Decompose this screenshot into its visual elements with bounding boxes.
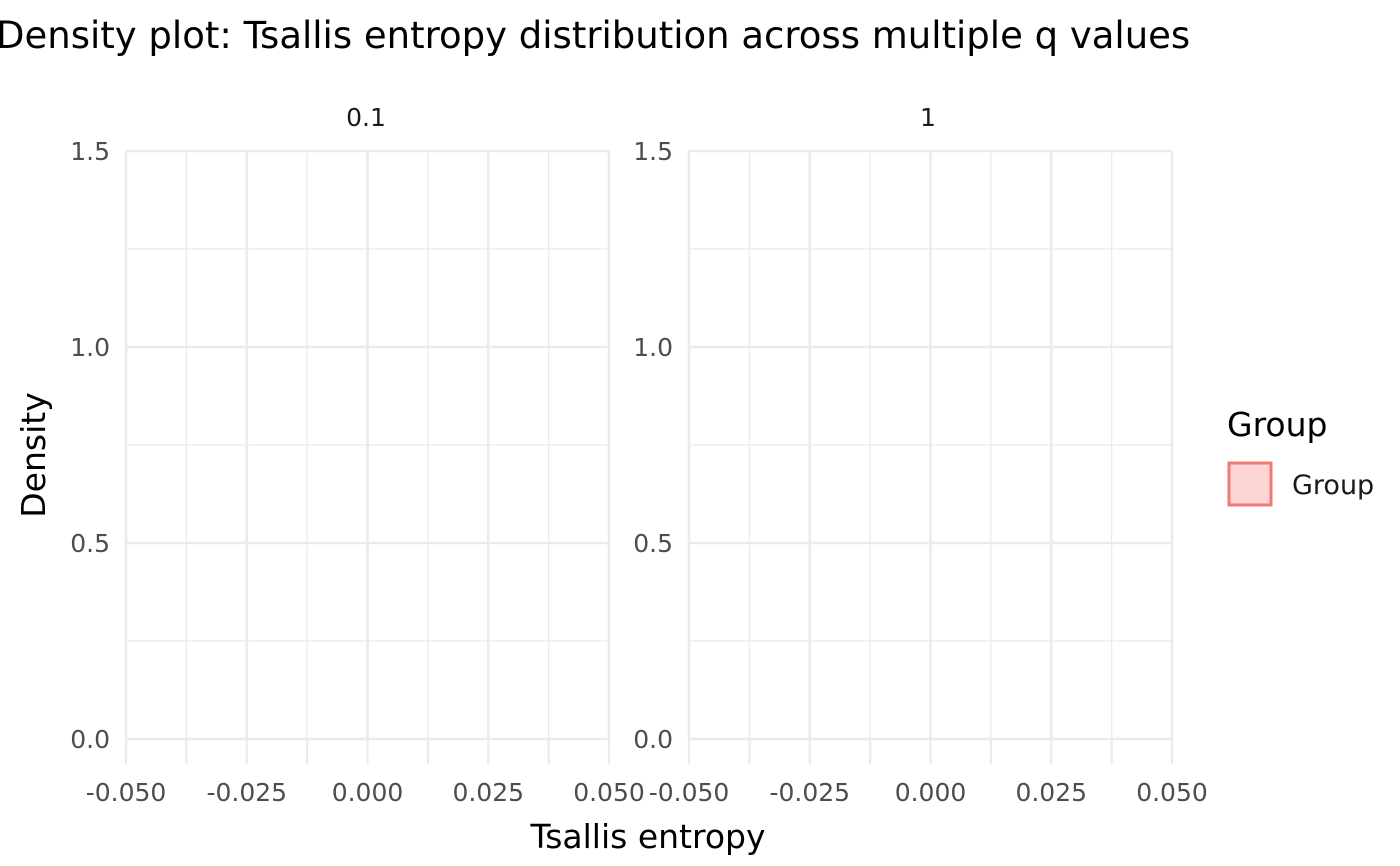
y-tick-label: 1.0 — [70, 333, 110, 362]
y-tick-label: 1.5 — [633, 137, 673, 166]
panel-right-x-ticks: -0.050 -0.025 0.000 0.025 0.050 — [649, 778, 1208, 807]
x-tick-label: 0.000 — [332, 778, 404, 807]
x-tick-label: 0.025 — [452, 778, 524, 807]
x-tick-label: 0.000 — [895, 778, 967, 807]
legend: Group Group — [1227, 405, 1374, 507]
y-axis-label: Density — [14, 392, 53, 517]
y-tick-label: 0.5 — [70, 529, 110, 558]
x-tick-label: -0.050 — [649, 778, 730, 807]
legend-title: Group — [1227, 405, 1327, 444]
panel-left: 0.1 0.0 0.5 1.0 1.5 -0.050 -0.025 0.000 0.025 0… — [70, 103, 645, 807]
panel-right-grid — [687, 149, 1174, 764]
y-tick-label: 1.5 — [70, 137, 110, 166]
chart-title: Density plot: Tsallis entropy distributi… — [0, 14, 1190, 57]
facet-strip-label-right: 1 — [920, 103, 936, 132]
panel-right: 1 0.0 0.5 1.0 1.5 -0.050 -0.025 0.000 0.025 0.0… — [633, 103, 1208, 807]
x-tick-label: -0.025 — [206, 778, 287, 807]
legend-key-group — [1227, 461, 1273, 507]
x-tick-label: 0.050 — [573, 778, 645, 807]
x-tick-label: -0.025 — [769, 778, 850, 807]
y-tick-label: 1.0 — [633, 333, 673, 362]
panel-left-grid — [124, 149, 611, 764]
x-axis-label: Tsallis entropy — [530, 817, 766, 856]
panel-left-y-ticks: 0.0 0.5 1.0 1.5 — [70, 137, 110, 754]
y-tick-label: 0.0 — [633, 725, 673, 754]
facet-strip-label-left: 0.1 — [346, 103, 386, 132]
y-tick-label: 0.5 — [633, 529, 673, 558]
panel-left-x-ticks: -0.050 -0.025 0.000 0.025 0.050 — [86, 778, 645, 807]
legend-entry-label: Group — [1292, 470, 1374, 501]
x-tick-label: 0.025 — [1015, 778, 1087, 807]
panel-right-y-ticks: 0.0 0.5 1.0 1.5 — [633, 137, 673, 754]
y-tick-label: 0.0 — [70, 725, 110, 754]
x-tick-label: 0.050 — [1136, 778, 1208, 807]
x-tick-label: -0.050 — [86, 778, 167, 807]
